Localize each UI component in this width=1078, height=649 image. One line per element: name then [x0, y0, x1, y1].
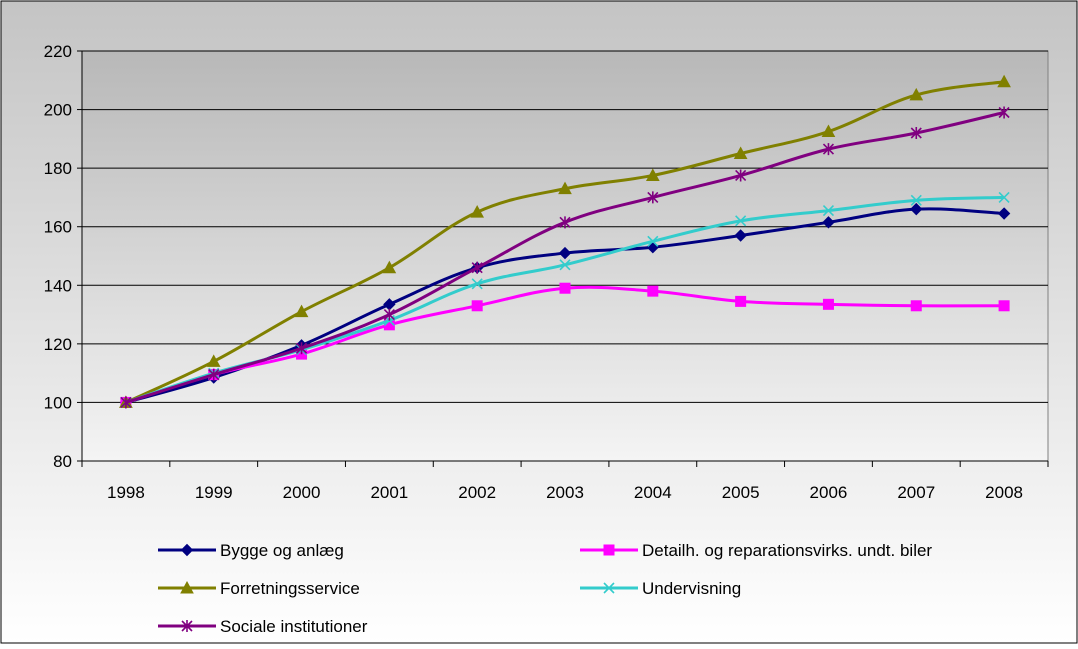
data-point: [120, 396, 132, 409]
data-point: [558, 181, 572, 195]
legend-marker: [180, 580, 194, 594]
data-point: [383, 308, 395, 321]
data-point: [909, 87, 924, 101]
legend-label: Bygge og anlæg: [220, 541, 344, 560]
data-point: [558, 246, 572, 260]
x-tick-label: 2004: [634, 483, 672, 502]
data-point: [647, 191, 659, 204]
y-tick-label: 140: [44, 276, 72, 295]
x-tick-label: 2003: [546, 483, 584, 502]
x-tick-label: 2007: [897, 483, 935, 502]
data-point: [998, 191, 1010, 203]
data-point: [735, 295, 747, 307]
data-point: [997, 207, 1011, 220]
data-point: [294, 304, 309, 318]
data-point: [735, 169, 747, 182]
x-tick-label: 1999: [195, 483, 233, 502]
x-tick-label: 2006: [810, 483, 848, 502]
data-point: [822, 205, 835, 217]
y-tick-label: 220: [44, 42, 72, 61]
data-point: [822, 216, 835, 229]
y-tick-label: 180: [44, 159, 72, 178]
x-tick-label: 1998: [107, 483, 145, 502]
legend-marker: [603, 544, 615, 556]
legend-label: Forretningsservice: [220, 579, 360, 598]
data-point: [998, 106, 1010, 119]
legend-marker: [180, 543, 194, 557]
legend: Bygge og anlæg Detailh. og reparationsvir…: [158, 541, 932, 636]
data-point: [647, 235, 659, 247]
data-point: [470, 205, 485, 218]
legend-label: Detailh. og reparationsvirks. undt. bile…: [642, 541, 932, 560]
legend-label: Undervisning: [642, 579, 741, 598]
x-tick-label: 2000: [283, 483, 321, 502]
legend-marker: [181, 620, 193, 632]
data-point: [998, 300, 1010, 312]
data-point: [734, 229, 747, 242]
data-point: [733, 146, 748, 159]
legend-item: Sociale institutioner: [158, 617, 368, 636]
series-5: [120, 106, 1010, 409]
legend-item: Detailh. og reparationsvirks. undt. bile…: [580, 541, 932, 560]
data-point: [645, 168, 660, 181]
series-group: [119, 74, 1011, 409]
x-tick-label: 2001: [370, 483, 408, 502]
data-point: [647, 285, 659, 297]
x-tick-label: 2005: [722, 483, 760, 502]
legend-label: Sociale institutioner: [220, 617, 368, 636]
data-point: [910, 194, 922, 206]
data-point: [822, 298, 834, 310]
x-tick-label: 2002: [458, 483, 496, 502]
legend-item: Undervisning: [580, 579, 741, 598]
data-point: [910, 127, 922, 139]
data-point: [735, 215, 747, 227]
data-point: [208, 368, 220, 381]
legend-item: Forretningsservice: [158, 579, 360, 598]
data-point: [997, 74, 1011, 88]
data-point: [822, 143, 835, 156]
data-point: [471, 278, 483, 290]
y-tick-label: 160: [44, 218, 72, 237]
data-point: [471, 261, 483, 274]
data-point: [559, 259, 571, 271]
x-tick-label: 2008: [985, 483, 1023, 502]
data-point: [382, 260, 397, 274]
data-point: [910, 202, 923, 216]
axes: 80 100 120 140 160 180 200 220 1998 1999 2000 2001 2…: [44, 42, 1049, 502]
y-tick-label: 100: [44, 393, 72, 412]
data-point: [471, 300, 483, 312]
data-point: [295, 342, 308, 355]
data-point: [559, 216, 571, 229]
legend-item: Bygge og anlæg: [158, 541, 344, 560]
y-tick-label: 120: [44, 335, 72, 354]
y-tick-label: 80: [53, 452, 72, 471]
data-point: [206, 354, 221, 367]
y-tick-label: 200: [44, 101, 72, 120]
data-point: [910, 300, 922, 312]
data-point: [821, 124, 836, 138]
legend-marker: [603, 582, 615, 594]
data-point: [559, 282, 571, 294]
